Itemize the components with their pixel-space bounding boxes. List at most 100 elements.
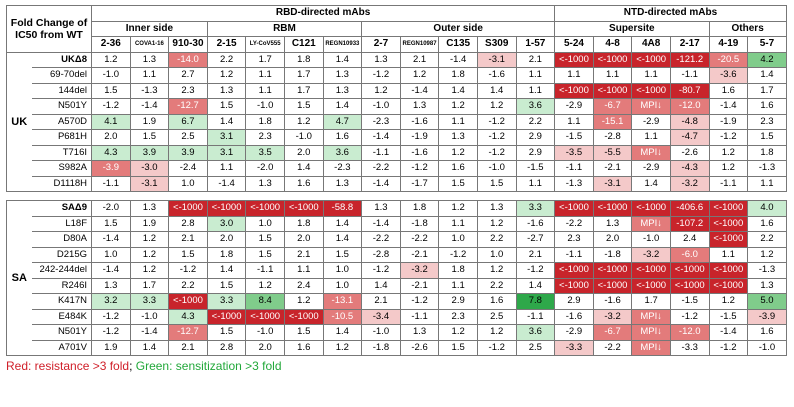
mutation-label: E484K [31, 308, 92, 325]
value-cell: 1.3 [399, 324, 440, 341]
value-cell: -406.6 [669, 200, 710, 217]
value-cell: 1.5 [206, 324, 247, 341]
table-row: D215G 1.0 1.2 1.5 1.8 1.5 2.1 1.5 -2.8 -2.1 -1.2 1.… [7, 246, 787, 263]
value-cell: 4.1 [91, 113, 131, 130]
value-cell: 1.0 [245, 215, 285, 232]
ntd-group-header: NTD-directed mAbs [554, 5, 787, 22]
value-cell: 1.2 [476, 98, 517, 115]
value-cell: 1.4 [322, 324, 363, 341]
value-cell: -2.3 [322, 160, 363, 177]
value-cell: -20.5 [708, 51, 749, 68]
value-cell: MPI↓ [631, 339, 671, 356]
value-cell: 1.2 [438, 200, 478, 217]
value-cell: -10.5 [322, 308, 363, 325]
value-cell: 1.2 [399, 67, 440, 84]
value-cell: 1.1 [515, 175, 556, 192]
value-cell: 1.4 [322, 51, 363, 68]
subgroup-header: Inner side [91, 20, 208, 37]
value-cell: -1.1 [708, 175, 749, 192]
value-cell: 1.1 [708, 246, 749, 263]
value-cell: -1.4 [438, 51, 478, 68]
value-cell: 1.1 [245, 67, 285, 84]
value-cell: -1.0 [476, 160, 517, 177]
country-label: UK [6, 51, 32, 192]
value-cell: -1.0 [283, 129, 324, 146]
value-cell: -1.4 [91, 231, 131, 248]
antibody-header: 2-17 [669, 36, 710, 53]
table-row: S982A -3.9 -3.0 -2.4 1.1 -2.0 1.4 -2.3 -2.2 -1.2 1… [7, 160, 787, 177]
value-cell: 3.1 [206, 129, 247, 146]
value-cell: -2.7 [515, 231, 556, 248]
value-cell: 1.1 [283, 262, 324, 279]
value-cell: -1.0 [245, 324, 285, 341]
value-cell: -1.2 [399, 160, 440, 177]
value-cell: <-1000 [283, 308, 324, 325]
value-cell: 1.5 [438, 175, 478, 192]
value-cell: 1.2 [91, 51, 131, 68]
value-cell: 2.5 [476, 308, 517, 325]
value-cell: -1.1 [515, 308, 556, 325]
value-cell: -2.2 [361, 231, 401, 248]
table-row: D1118H -1.1 -3.1 1.0 -1.4 1.3 1.6 1.3 -1.4 -1.7 1.… [7, 175, 787, 192]
value-cell: -6.7 [592, 324, 633, 341]
value-cell: 2.3 [554, 231, 594, 248]
value-cell: -1.6 [554, 308, 594, 325]
value-cell: 2.2 [476, 277, 517, 294]
value-cell: MPI↓ [631, 144, 671, 161]
value-cell: <-1000 [168, 200, 208, 217]
value-cell: 1.5 [747, 129, 787, 146]
value-cell: 1.2 [322, 339, 363, 356]
value-cell: 1.6 [747, 215, 787, 232]
value-cell: 1.1 [129, 67, 170, 84]
value-cell: -1.5 [554, 129, 594, 146]
value-cell: -1.1 [669, 67, 710, 84]
value-cell: 1.6 [747, 324, 787, 341]
antibody-header: C135 [438, 36, 478, 53]
mutation-label: N501Y [31, 324, 92, 341]
value-cell: -1.4 [708, 98, 749, 115]
value-cell: 1.9 [129, 215, 170, 232]
value-cell: 3.0 [206, 215, 247, 232]
value-cell: 1.1 [515, 82, 556, 99]
value-cell: -1.1 [245, 262, 285, 279]
value-cell: -1.4 [361, 175, 401, 192]
value-cell: 1.6 [438, 160, 478, 177]
value-cell: 2.1 [283, 246, 324, 263]
value-cell: 1.3 [438, 129, 478, 146]
value-cell: -1.0 [245, 98, 285, 115]
value-cell: -3.0 [129, 160, 170, 177]
legend: Red: resistance >3 fold; Green: sensitiz… [6, 359, 786, 373]
value-cell: <-1000 [592, 82, 633, 99]
antibody-header: LY-CoV555 [245, 36, 285, 53]
value-cell: 3.5 [245, 144, 285, 161]
value-cell: 2.4 [283, 277, 324, 294]
value-cell: -2.0 [245, 160, 285, 177]
antibody-header: REGN10987 [399, 36, 440, 53]
value-cell: -1.3 [747, 160, 787, 177]
table-row: K417N 3.2 3.3 <-1000 3.3 8.4 1.2 -13.1 2.1 -1.2 2.… [7, 293, 787, 310]
value-cell: -58.8 [322, 200, 363, 217]
value-cell: 1.0 [322, 262, 363, 279]
value-cell: 1.2 [438, 98, 478, 115]
value-cell: 1.1 [554, 113, 594, 130]
mutation-label: UKΔ8 [31, 51, 92, 68]
value-cell: -1.4 [129, 324, 170, 341]
value-cell: 2.5 [168, 129, 208, 146]
value-cell: 1.1 [592, 67, 633, 84]
value-cell: <-1000 [168, 293, 208, 310]
subgroup-header: RBM [206, 20, 363, 37]
value-cell: -1.8 [361, 339, 401, 356]
value-cell: 1.2 [476, 215, 517, 232]
value-cell: -1.8 [592, 246, 633, 263]
value-cell: -1.3 [554, 175, 594, 192]
value-cell: -1.6 [592, 293, 633, 310]
value-cell: 1.3 [476, 200, 517, 217]
value-cell: -2.9 [554, 98, 594, 115]
value-cell: 2.1 [515, 246, 556, 263]
value-cell: -15.1 [592, 113, 633, 130]
value-cell: -3.5 [554, 144, 594, 161]
table-row: A570D 4.1 1.9 6.7 1.4 1.8 1.2 4.7 -2.3 -1.6 1.1 -1.… [7, 113, 787, 130]
value-cell: -3.3 [669, 339, 710, 356]
table-row: UK UKΔ8 1.2 1.3 -14.0 2.2 1.7 1.8 1.4 1.3 2.1 -1.4-… [6, 51, 787, 192]
value-cell: 1.7 [129, 277, 170, 294]
